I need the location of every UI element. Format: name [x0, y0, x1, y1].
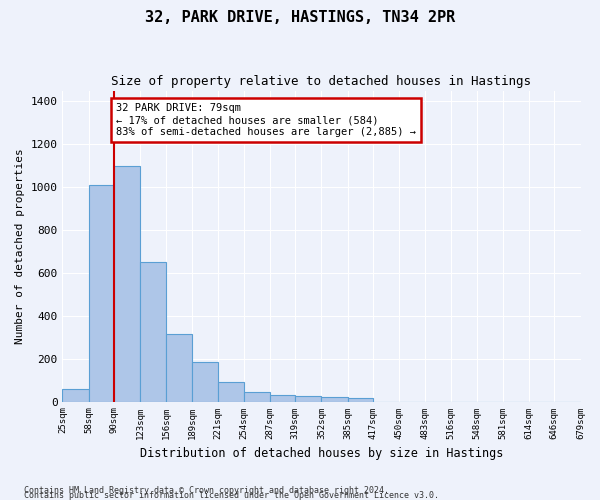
Bar — [62, 388, 89, 402]
Title: Size of property relative to detached houses in Hastings: Size of property relative to detached ho… — [112, 75, 532, 88]
Text: 32 PARK DRIVE: 79sqm
← 17% of detached houses are smaller (584)
83% of semi-deta: 32 PARK DRIVE: 79sqm ← 17% of detached h… — [116, 104, 416, 136]
Y-axis label: Number of detached properties: Number of detached properties — [15, 148, 25, 344]
Bar — [89, 185, 114, 402]
Text: Contains HM Land Registry data © Crown copyright and database right 2024.: Contains HM Land Registry data © Crown c… — [24, 486, 389, 495]
Text: 32, PARK DRIVE, HASTINGS, TN34 2PR: 32, PARK DRIVE, HASTINGS, TN34 2PR — [145, 10, 455, 25]
Bar — [347, 398, 373, 402]
Text: Contains public sector information licensed under the Open Government Licence v3: Contains public sector information licen… — [24, 491, 439, 500]
Bar — [322, 398, 347, 402]
Bar — [295, 396, 322, 402]
Bar — [218, 382, 244, 402]
Bar — [166, 334, 193, 402]
Bar — [270, 395, 295, 402]
Bar — [114, 166, 140, 402]
Bar — [193, 362, 218, 402]
Bar — [140, 262, 166, 402]
X-axis label: Distribution of detached houses by size in Hastings: Distribution of detached houses by size … — [140, 447, 503, 460]
Bar — [244, 392, 270, 402]
